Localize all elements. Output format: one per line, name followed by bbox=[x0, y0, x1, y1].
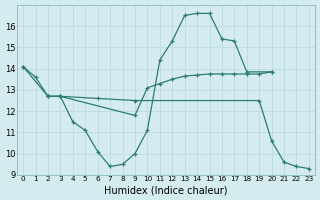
X-axis label: Humidex (Indice chaleur): Humidex (Indice chaleur) bbox=[104, 185, 228, 195]
